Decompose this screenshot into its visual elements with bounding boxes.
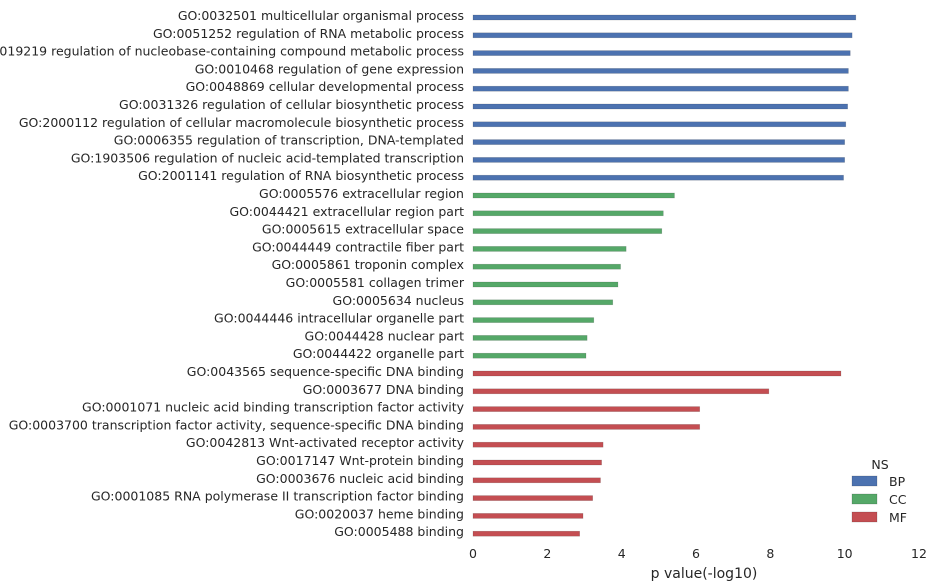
bar-cc-11 <box>472 210 664 217</box>
bar-bp-5 <box>472 103 848 110</box>
legend-swatch-cc <box>851 493 878 505</box>
category-label: GO:0006355 regulation of transcription, … <box>114 133 464 148</box>
category-label: GO:0051252 regulation of RNA metabolic p… <box>153 26 464 41</box>
x-tick-label: 8 <box>766 546 774 561</box>
bar-bp-1 <box>472 32 853 39</box>
category-labels: GO:0032501 multicellular organismal proc… <box>0 8 465 539</box>
category-label: GO:0044449 contractile fiber part <box>252 239 464 254</box>
bar-cc-12 <box>472 228 663 234</box>
bar-bp-0 <box>472 14 857 21</box>
category-label: GO:0001085 RNA polymerase II transcripti… <box>91 489 464 504</box>
bar-cc-14 <box>472 263 621 270</box>
bar-bp-4 <box>472 85 849 92</box>
bar-mf-21 <box>472 388 770 395</box>
bar-cc-15 <box>472 281 619 288</box>
bar-cc-19 <box>472 352 587 359</box>
bar-bp-7 <box>472 139 845 145</box>
x-tick-label: 0 <box>469 546 477 561</box>
category-label: GO:0003677 DNA binding <box>303 382 464 397</box>
x-tick-label: 2 <box>543 546 551 561</box>
category-label: GO:0005634 nucleus <box>333 293 464 308</box>
category-label: GO:0005581 collagen trimer <box>286 275 465 290</box>
bars-layer <box>472 14 857 537</box>
category-label: GO:0031326 regulation of cellular biosyn… <box>119 97 464 112</box>
legend: NS BP CC MF <box>851 457 907 525</box>
category-label: GO:2001141 regulation of RNA biosyntheti… <box>138 168 464 183</box>
x-tick-label: 4 <box>618 546 626 561</box>
category-label: GO:1903506 regulation of nucleic acid-te… <box>71 150 464 165</box>
bar-mf-29 <box>472 530 580 537</box>
category-label: GO:0044421 extracellular region part <box>229 204 464 219</box>
legend-label-cc: CC <box>889 492 907 507</box>
category-label: GO:0005488 binding <box>334 524 464 539</box>
x-axis: 0 2 4 6 8 10 12 <box>469 546 927 561</box>
bar-mf-25 <box>472 459 602 466</box>
bar-mf-27 <box>472 495 593 501</box>
bar-cc-10 <box>472 192 675 199</box>
bar-bp-3 <box>472 68 849 74</box>
category-label: GO:0001071 nucleic acid binding transcri… <box>82 400 465 415</box>
bar-bp-2 <box>472 50 851 56</box>
category-label: GO:0005615 extracellular space <box>262 222 464 237</box>
category-label: GO:0020037 heme binding <box>295 506 464 521</box>
x-tick-label: 10 <box>837 546 853 561</box>
category-label: GO:0032501 multicellular organismal proc… <box>178 8 464 23</box>
category-label: GO:0019219 regulation of nucleobase-cont… <box>0 44 464 59</box>
bar-bp-8 <box>472 157 845 163</box>
category-label: GO:0003700 transcription factor activity… <box>9 417 464 432</box>
bar-mf-24 <box>472 441 604 448</box>
bar-cc-13 <box>472 246 627 252</box>
category-label: GO:0044422 organelle part <box>293 346 464 361</box>
category-label: GO:0048869 cellular developmental proces… <box>186 79 464 94</box>
category-label: GO:0042813 Wnt-activated receptor activi… <box>186 435 465 450</box>
category-label: GO:0044446 intracellular organelle part <box>214 311 464 326</box>
bar-bp-6 <box>472 121 847 128</box>
legend-label-mf: MF <box>889 510 907 525</box>
x-tick-label: 12 <box>911 546 927 561</box>
legend-swatch-mf <box>851 511 878 523</box>
category-label: GO:0044428 nuclear part <box>305 328 465 343</box>
legend-title: NS <box>871 457 888 472</box>
bar-cc-17 <box>472 317 595 323</box>
category-label: GO:2000112 regulation of cellular macrom… <box>19 115 464 130</box>
bar-mf-22 <box>472 406 701 412</box>
category-label: GO:0003676 nucleic acid binding <box>256 471 464 486</box>
bar-mf-26 <box>472 477 601 484</box>
category-label: GO:0005576 extracellular region <box>259 186 464 201</box>
x-tick-label: 6 <box>692 546 700 561</box>
bar-mf-23 <box>472 424 701 430</box>
bar-mf-28 <box>472 513 584 519</box>
x-axis-label: p value(-log10) <box>651 566 758 582</box>
category-label: GO:0043565 sequence-specific DNA binding <box>187 364 464 379</box>
category-label: GO:0010468 regulation of gene expression <box>195 61 464 76</box>
legend-swatch-bp <box>851 475 878 487</box>
bar-cc-16 <box>472 299 614 306</box>
bar-bp-9 <box>472 174 844 181</box>
category-label: GO:0017147 Wnt-protein binding <box>256 453 464 468</box>
legend-label-bp: BP <box>889 474 906 489</box>
category-label: GO:0005861 troponin complex <box>272 257 464 272</box>
bar-mf-20 <box>472 370 842 377</box>
bar-cc-18 <box>472 335 588 341</box>
